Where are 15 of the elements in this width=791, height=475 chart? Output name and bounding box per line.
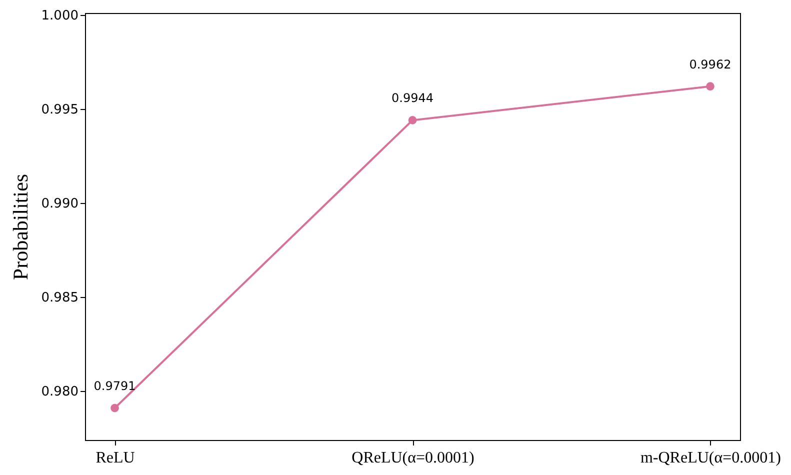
y-axis-title: Probabilities [8, 174, 32, 280]
y-tick-label: 0.995 [41, 102, 78, 118]
data-label: 0.9791 [94, 379, 136, 394]
data-label: 0.9944 [392, 91, 434, 106]
y-tick-label: 0.990 [41, 196, 78, 212]
y-tick-label: 0.980 [41, 384, 78, 400]
x-tick-label: m-QReLU(α=0.0001) [640, 450, 781, 466]
point [110, 404, 119, 412]
data-label: 0.9962 [689, 57, 732, 72]
y-tick-label: 0.985 [41, 290, 78, 306]
point [408, 116, 417, 124]
x-tick-label: QReLU(α=0.0001) [352, 450, 474, 466]
y-tick-label: 1.000 [41, 8, 78, 24]
x-tick-label: ReLU [96, 450, 136, 466]
point [706, 82, 714, 91]
